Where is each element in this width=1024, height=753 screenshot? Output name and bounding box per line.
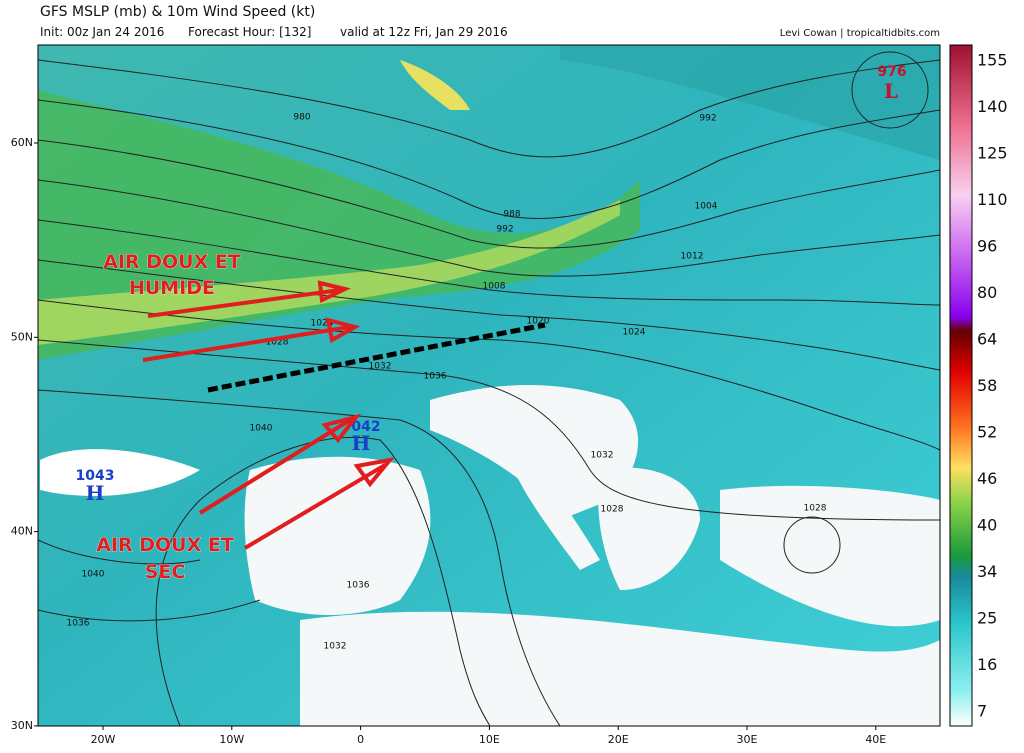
wind-band-core — [38, 200, 620, 345]
isobar-label: 1040 — [82, 570, 105, 580]
isobar-label: 1040 — [250, 424, 273, 434]
annotation: AIR DOUX ET — [96, 534, 234, 556]
colorbar-label: 58 — [977, 376, 997, 395]
colorbar-label: 7 — [977, 702, 987, 721]
pressure-centers: 1043 H 042 H 976 L — [76, 64, 907, 505]
calm-area — [40, 449, 200, 496]
isobar — [38, 539, 261, 622]
colorbar-label: 25 — [977, 609, 997, 628]
annotation: SEC — [145, 561, 186, 583]
lat-label: 30N — [11, 719, 33, 732]
colorbar-label: 96 — [977, 237, 997, 256]
isobar-label: 1032 — [324, 642, 347, 652]
isobar — [38, 59, 940, 158]
axis-labels: 60N 50N 40N 30N 20W 10W 0 10E 20E 30E 40E 155 140 125… — [11, 51, 1008, 747]
north-africa — [300, 611, 940, 726]
isobar-label: 1028 — [804, 504, 827, 514]
colorbar — [949, 44, 973, 727]
title: GFS MSLP (mb) & 10m Wind Speed (kt) — [40, 4, 315, 20]
lon-label: 10E — [479, 733, 500, 746]
isobar — [38, 139, 940, 249]
isobar-label: 1024 — [623, 328, 646, 338]
center-value: 1043 — [76, 468, 115, 484]
isobar-label: 1024 — [311, 319, 334, 329]
isobar — [38, 389, 561, 726]
colorbar-label: 110 — [977, 190, 1008, 209]
lon-label: 20E — [608, 733, 629, 746]
isobar — [38, 339, 940, 521]
isobar — [38, 259, 940, 371]
isobar-label: 992 — [699, 114, 716, 124]
north-seas — [560, 45, 940, 160]
isobar — [38, 99, 940, 219]
lon-label: 20W — [91, 733, 116, 746]
isobar-label: 1036 — [347, 581, 370, 591]
isobar — [38, 219, 940, 306]
colorbar-label: 34 — [977, 562, 997, 581]
colorbar-label: 52 — [977, 423, 997, 442]
forecast-hour: Forecast Hour: [132] — [188, 25, 311, 39]
isobar-label: 1036 — [67, 619, 90, 629]
front — [207, 322, 546, 393]
isobar-label: 1036 — [424, 372, 447, 382]
lat-label: 40N — [11, 525, 33, 538]
isobar-label: 1020 — [527, 317, 550, 327]
colorbar-label: 140 — [977, 97, 1008, 116]
balkans — [598, 467, 700, 590]
isobar — [38, 179, 940, 277]
center-symbol: L — [884, 79, 898, 103]
isobar — [783, 516, 841, 574]
map-area — [38, 45, 940, 726]
isobar-label: 1028 — [601, 505, 624, 515]
colorbar-label: 16 — [977, 655, 997, 674]
colorbar-label: 46 — [977, 469, 997, 488]
colorbar-label: 155 — [977, 51, 1008, 70]
isobars — [38, 51, 940, 726]
lon-label: 10W — [219, 733, 244, 746]
lon-label: 0 — [357, 733, 364, 746]
center-value: 042 — [351, 419, 380, 435]
init-time: Init: 00z Jan 24 2016 — [40, 25, 164, 39]
annotations: AIR DOUX ET HUMIDE AIR DOUX ET SEC — [96, 251, 241, 584]
annotation: HUMIDE — [129, 277, 215, 299]
italy — [510, 450, 600, 570]
isobar-label: 1004 — [695, 202, 718, 212]
arrow — [198, 413, 362, 515]
lon-label: 40E — [865, 733, 886, 746]
isobar-label: 1028 — [266, 338, 289, 348]
arrow — [243, 457, 396, 550]
isobar — [155, 437, 491, 726]
annotation: AIR DOUX ET — [103, 251, 241, 273]
valid-time: valid at 12z Fri, Jan 29 2016 — [340, 25, 508, 39]
lat-label: 60N — [11, 136, 33, 149]
lat-label: 50N — [11, 330, 33, 343]
colorbar-label: 64 — [977, 330, 997, 349]
wind-max — [400, 60, 470, 110]
colorbar-label: 80 — [977, 283, 997, 302]
isobar — [851, 51, 929, 129]
center-value: 976 — [877, 64, 906, 80]
colorbar-label: 125 — [977, 144, 1008, 163]
colorbar-label: 40 — [977, 516, 997, 535]
isobar-label: 992 — [496, 225, 513, 235]
isobar-label: 1032 — [591, 451, 614, 461]
isobar-labels: 980 992 988 992 1004 1012 1008 1020 1024… — [67, 113, 827, 652]
arrows — [142, 280, 396, 550]
anatolia — [720, 485, 940, 627]
arrow — [142, 317, 361, 362]
lon-label: 30E — [737, 733, 758, 746]
isobar-label: 1032 — [369, 362, 392, 372]
isobar-label: 988 — [503, 210, 520, 220]
center-symbol: H — [86, 481, 105, 505]
isobar-label: 980 — [293, 113, 310, 123]
arrow — [147, 280, 351, 318]
center-symbol: H — [352, 431, 371, 455]
isobar-label: 1008 — [483, 282, 506, 292]
credit: Levi Cowan | tropicaltidbits.com — [780, 28, 940, 39]
iberia — [244, 456, 431, 615]
central-europe — [430, 385, 639, 520]
isobar-label: 1012 — [681, 252, 704, 262]
isobar — [38, 299, 940, 451]
